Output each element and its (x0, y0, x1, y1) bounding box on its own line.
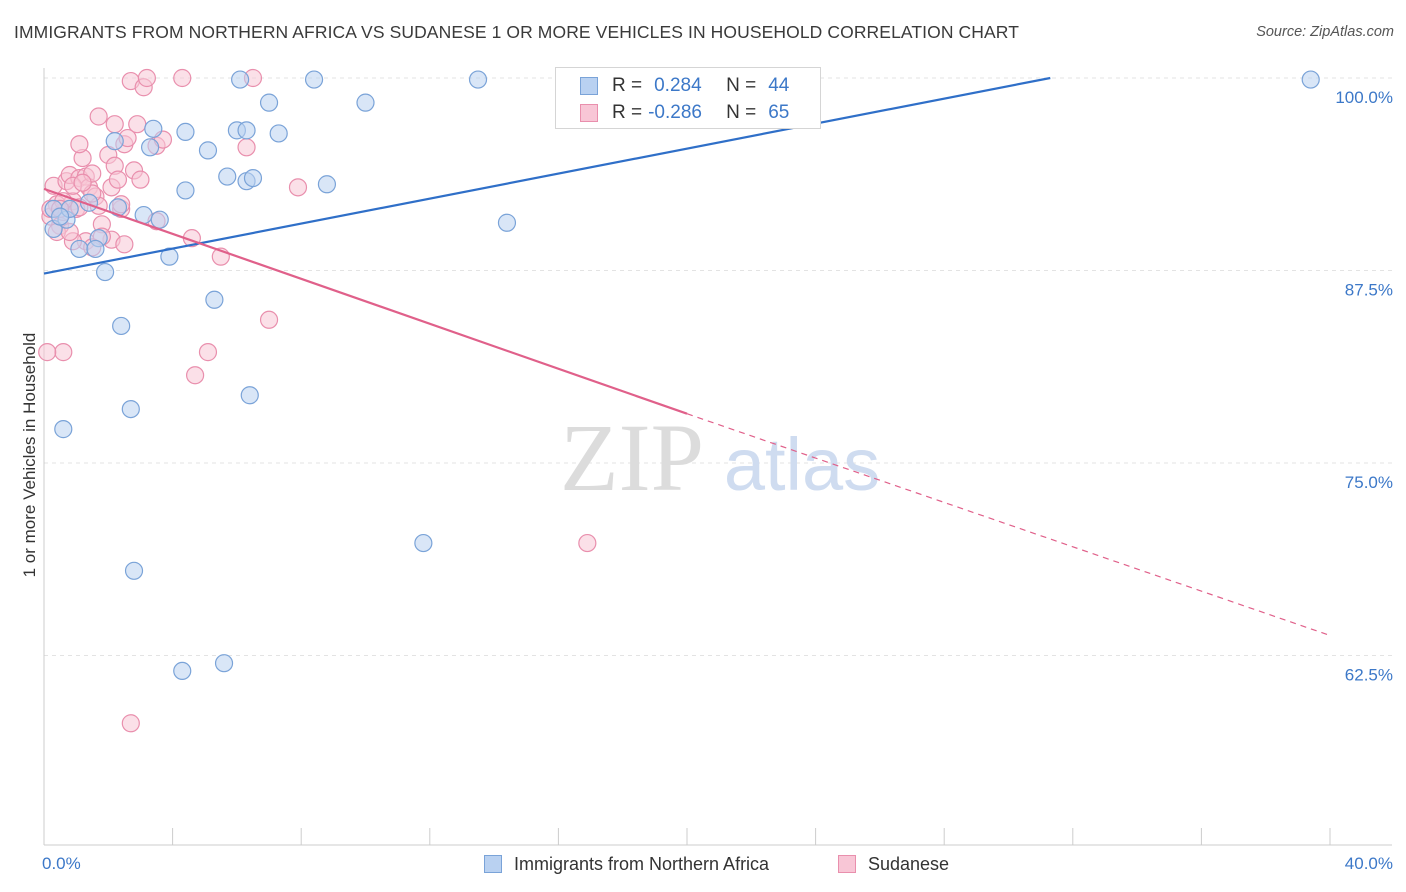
legend-swatch-blue (580, 77, 598, 95)
northern-africa-point (70, 239, 89, 259)
northern-africa-point (176, 122, 195, 141)
y-tick-label: 62.5% (1345, 666, 1393, 685)
sudanese-point (115, 235, 134, 254)
trend-line-sudanese (43, 187, 688, 415)
legend-r-value-pink: -0.286 (648, 102, 702, 123)
sudanese-point (237, 138, 256, 157)
chart-title: IMMIGRANTS FROM NORTHERN AFRICA VS SUDAN… (14, 22, 1019, 42)
northern-africa-point (198, 141, 218, 160)
legend-row-blue: R = 0.284 N = 44 (580, 74, 789, 98)
northern-africa-point (356, 93, 375, 112)
bottom-legend-label-blue: Immigrants from Northern Africa (514, 853, 770, 874)
legend-row-pink: R = -0.286 N = 65 (580, 101, 789, 125)
axes (43, 68, 1392, 846)
sudanese-point (137, 68, 156, 88)
sudanese-point (186, 366, 205, 385)
northern-africa-point (54, 420, 73, 439)
northern-africa-point (105, 132, 124, 151)
source-label: Source: ZipAtlas.com (1256, 24, 1394, 40)
sudanese-point (121, 714, 140, 733)
bottom-legend-pink: Sudanese (838, 852, 949, 876)
legend-n-label: N = (726, 75, 757, 96)
northern-africa-point (259, 93, 279, 112)
y-axis-label: 1 or more Vehicles in Household (20, 332, 39, 578)
bottom-legend-blue: Immigrants from Northern Africa (484, 852, 769, 876)
sudanese-point (288, 178, 308, 197)
sudanese-point (173, 68, 192, 88)
y-tick-label: 87.5% (1345, 281, 1393, 300)
x-tick-label: 0.0% (42, 854, 81, 873)
northern-africa-point (243, 169, 263, 188)
sudanese-point (73, 173, 92, 192)
grid-lines (44, 77, 1392, 656)
northern-africa-point (214, 654, 234, 673)
x-tick-label: 40.0% (1345, 854, 1393, 873)
sudanese-point (259, 310, 279, 329)
sudanese-point (105, 115, 124, 134)
northern-africa-point (269, 124, 288, 143)
northern-africa-point (86, 239, 105, 259)
legend-swatch-pink (580, 104, 598, 122)
bottom-legend-swatch-pink (838, 855, 856, 873)
northern-africa-point (218, 167, 237, 186)
northern-africa-points (44, 70, 1320, 681)
bottom-legend-label-pink: Sudanese (868, 853, 950, 874)
northern-africa-point (95, 262, 115, 282)
y-tick-label: 100.0% (1335, 88, 1393, 107)
sudanese-point (108, 170, 128, 189)
watermark-atlas: atlas (724, 423, 880, 506)
sudanese-point (89, 107, 108, 126)
legend-r-label: R = (612, 102, 643, 123)
northern-africa-point (414, 533, 433, 553)
bottom-legend-swatch-blue (484, 855, 502, 873)
trend-lines (43, 76, 1331, 637)
sudanese-point (128, 115, 147, 134)
northern-africa-point (144, 119, 163, 138)
legend-n-value-blue: 44 (768, 75, 790, 96)
tick-labels: 100.0% 87.5% 75.0% 62.5% 0.0% 40.0% (42, 88, 1393, 873)
stats-legend: R = 0.284 N = 44 R = -0.286 N = 65 (555, 67, 821, 129)
northern-africa-point (121, 400, 140, 419)
sudanese-point (198, 343, 218, 362)
sudanese-point (38, 343, 57, 362)
legend-r-value-blue: 0.284 (654, 75, 702, 96)
legend-n-label: N = (726, 102, 757, 123)
northern-africa-point (140, 138, 160, 157)
northern-africa-point (205, 290, 224, 309)
sudanese-points (38, 68, 597, 733)
sudanese-point (54, 343, 73, 362)
northern-africa-point (497, 213, 517, 232)
sudanese-point (70, 135, 89, 154)
northern-africa-point (237, 121, 256, 140)
northern-africa-point (112, 316, 131, 336)
northern-africa-point (1301, 70, 1320, 89)
northern-africa-point (231, 70, 250, 89)
legend-r-label: R = (612, 75, 643, 96)
trend-line-northern-africa (43, 76, 1051, 275)
northern-africa-point (176, 181, 195, 200)
northern-africa-point (468, 70, 488, 89)
sudanese-point (131, 170, 150, 189)
watermark-zip: ZIP (560, 404, 704, 511)
trend-line-sudanese-extension (686, 413, 1331, 637)
northern-africa-point (124, 561, 144, 580)
northern-africa-point (317, 175, 337, 194)
northern-africa-point (150, 210, 169, 229)
watermark: ZIP atlas (560, 404, 880, 511)
northern-africa-point (240, 386, 259, 405)
legend-n-value-pink: 65 (768, 102, 790, 123)
sudanese-point (578, 533, 597, 553)
y-tick-label: 75.0% (1345, 473, 1393, 492)
northern-africa-point (304, 70, 324, 89)
northern-africa-point (50, 207, 70, 226)
northern-africa-point (173, 661, 192, 681)
